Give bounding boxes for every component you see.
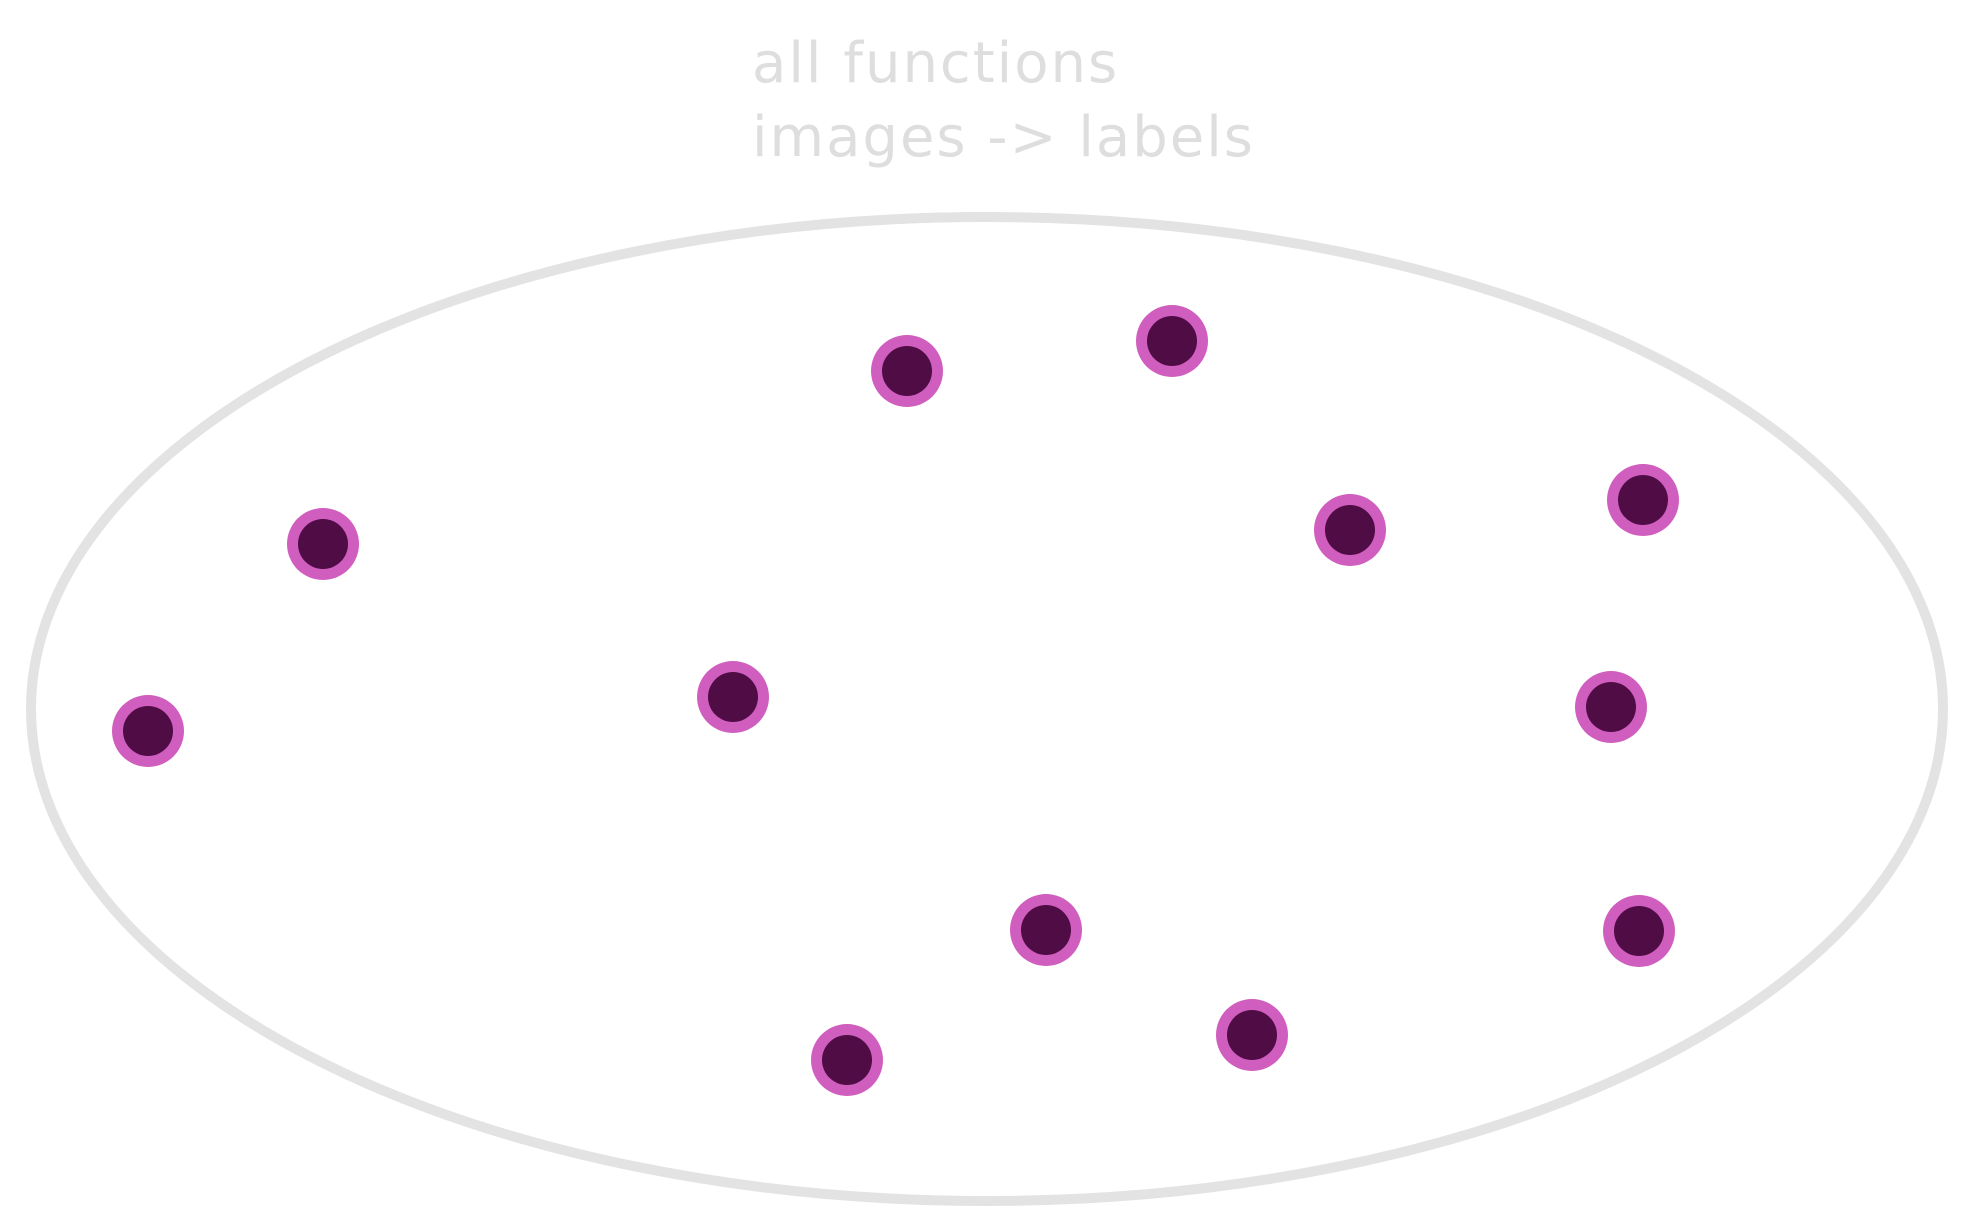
title-line-images-to-labels: images -> labels	[752, 105, 1255, 170]
function-point	[1603, 895, 1675, 967]
function-point-dot	[1227, 1010, 1277, 1060]
function-point-dot	[882, 346, 932, 396]
function-point	[1010, 894, 1082, 966]
function-point	[1314, 494, 1386, 566]
function-point	[697, 661, 769, 733]
function-point-dot	[1614, 906, 1664, 956]
function-points	[112, 305, 1679, 1096]
function-point	[1216, 999, 1288, 1071]
function-point	[1607, 464, 1679, 536]
function-point	[287, 508, 359, 580]
title-line-all-functions: all functions	[752, 31, 1120, 96]
function-point-dot	[1021, 905, 1071, 955]
function-point-dot	[1147, 316, 1197, 366]
function-point	[1575, 671, 1647, 743]
function-point	[871, 335, 943, 407]
function-set-ellipse	[26, 212, 1948, 1206]
function-point-dot	[1586, 682, 1636, 732]
function-point	[112, 695, 184, 767]
function-point-dot	[708, 672, 758, 722]
function-point-dot	[1618, 475, 1668, 525]
function-point-dot	[822, 1035, 872, 1085]
diagram-title: all functions images -> labels	[752, 28, 1272, 178]
function-point	[811, 1024, 883, 1096]
function-point	[1136, 305, 1208, 377]
function-point-dot	[1325, 505, 1375, 555]
function-point-dot	[298, 519, 348, 569]
function-point-dot	[123, 706, 173, 756]
